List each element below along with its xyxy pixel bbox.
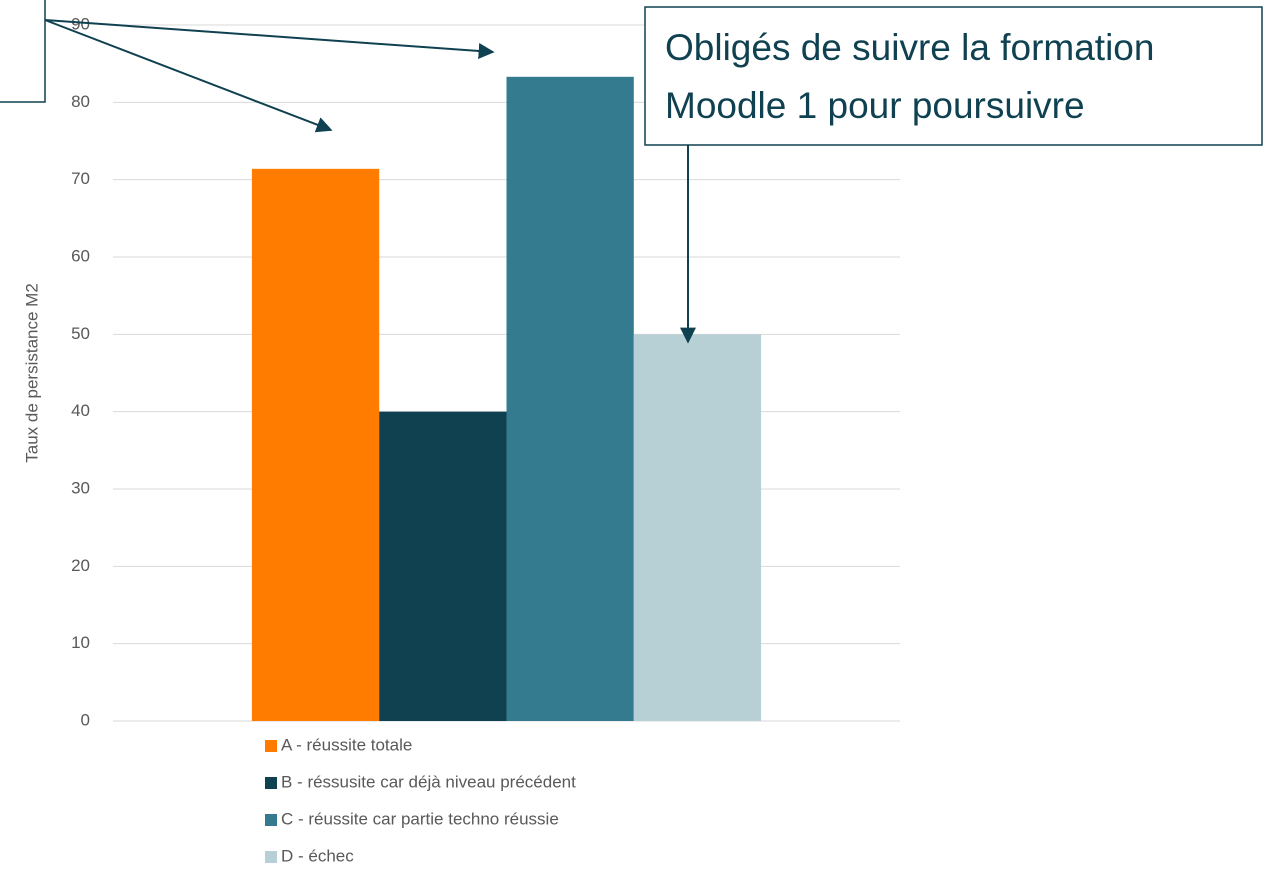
legend-swatch [265, 851, 277, 863]
y-tick-label: 50 [71, 324, 90, 343]
annotation-box [0, 0, 46, 103]
y-tick-label: 10 [71, 633, 90, 652]
y-tick-label: 0 [81, 710, 90, 729]
legend: A - réussite totale B - réssusite car déj… [265, 735, 576, 865]
arrow [44, 19, 495, 59]
annotation: Moodle 1 pour poursuivre [665, 85, 1085, 126]
annotation-box [644, 6, 1263, 146]
legend-label: B - réssusite car déjà niveau précédent [281, 772, 576, 791]
legend-swatch [265, 814, 277, 826]
y-tick-label: 20 [71, 556, 90, 575]
legend-swatch [265, 777, 277, 789]
y-tick-label: 30 [71, 478, 90, 497]
bar [506, 76, 634, 721]
y-tick-label: 80 [71, 92, 90, 111]
grid: 0 10 20 30 40 50 60 70 80 90 [71, 14, 900, 729]
y-tick-label: 70 [71, 169, 90, 188]
y-tick-label: 40 [71, 401, 90, 420]
legend-swatch [265, 740, 277, 752]
bars [251, 76, 762, 722]
arrow [44, 19, 333, 133]
annotation: Obligés de suivre la formation [665, 27, 1154, 68]
bar [251, 168, 380, 722]
legend-label: A - réussite totale [281, 735, 412, 754]
bar [633, 334, 762, 721]
legend-label: C - réussite car partie techno réussie [281, 809, 559, 828]
legend-label: D - échec [281, 846, 354, 865]
bar [379, 411, 507, 721]
y-tick-label: 60 [71, 246, 90, 265]
y-tick-label: 90 [71, 14, 90, 33]
y-axis-label: Taux de persistance M2 [22, 283, 41, 463]
